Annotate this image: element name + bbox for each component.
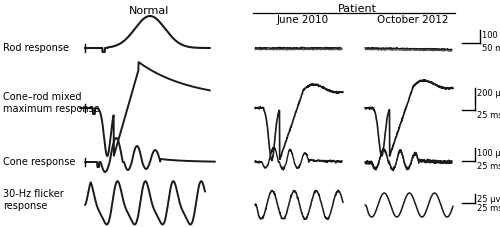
Text: October 2012: October 2012 <box>377 15 448 25</box>
Text: 50 ms: 50 ms <box>482 44 500 53</box>
Text: 25 ms: 25 ms <box>477 111 500 120</box>
Text: Cone–rod mixed
maximum response: Cone–rod mixed maximum response <box>3 92 100 114</box>
Text: June 2010: June 2010 <box>276 15 328 25</box>
Text: Normal: Normal <box>129 6 169 16</box>
Text: 100 μv: 100 μv <box>482 31 500 40</box>
Text: 25 μv: 25 μv <box>477 195 500 204</box>
Text: 100 μv: 100 μv <box>477 149 500 158</box>
Text: Patient: Patient <box>338 4 377 14</box>
Text: 25 ms: 25 ms <box>477 162 500 171</box>
Text: Cone response: Cone response <box>3 157 76 167</box>
Text: 200 μv: 200 μv <box>477 89 500 98</box>
Text: 25 ms: 25 ms <box>477 204 500 213</box>
Text: 30-Hz flicker
response: 30-Hz flicker response <box>3 189 64 211</box>
Text: Rod response: Rod response <box>3 43 69 53</box>
